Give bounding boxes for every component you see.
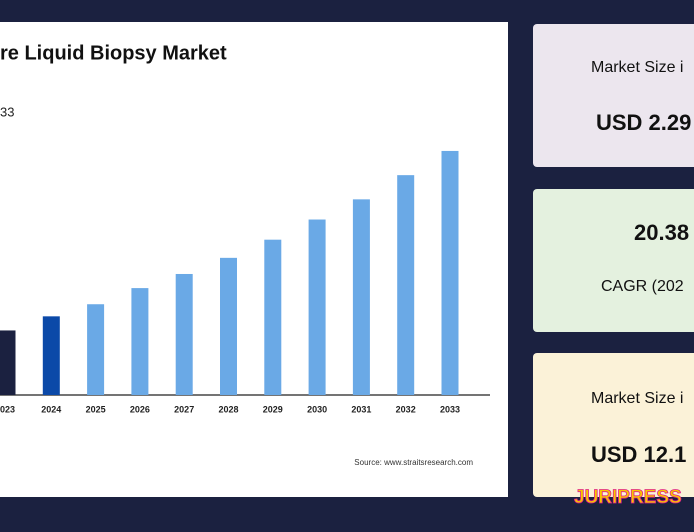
- x-tick-label: 2024: [41, 404, 61, 414]
- card-value: USD 2.29: [596, 110, 691, 135]
- x-tick-label: 2031: [351, 404, 371, 414]
- card-label: Market Size i: [591, 390, 683, 407]
- chart-panel: [0, 22, 508, 497]
- card: [533, 24, 694, 167]
- bar: [264, 239, 282, 395]
- card: [533, 353, 694, 497]
- bar: [308, 219, 326, 395]
- x-tick-label: 2027: [174, 404, 194, 414]
- bar: [0, 330, 16, 395]
- source: Source: www.straitsresearch.com: [354, 458, 473, 467]
- x-tick-label: 2029: [263, 404, 283, 414]
- bar: [397, 175, 415, 395]
- bar: [42, 316, 60, 395]
- card-label: Market Size i: [591, 59, 683, 76]
- x-tick-label: 2032: [396, 404, 416, 414]
- x-tick-label: 2028: [218, 404, 238, 414]
- card: [533, 189, 694, 332]
- card-value: 20.38: [634, 220, 689, 245]
- logo: JURIPRESS: [574, 487, 682, 508]
- bar: [220, 257, 237, 395]
- bar: [352, 199, 370, 395]
- bar: [131, 288, 149, 395]
- x-tick-label: 2026: [130, 404, 150, 414]
- chart-title: re Liquid Biopsy Market: [0, 42, 227, 64]
- x-tick-label: 2033: [440, 404, 460, 414]
- x-tick-label: 2025: [86, 404, 106, 414]
- bar: [87, 304, 105, 395]
- card-value: USD 12.1: [591, 442, 686, 467]
- x-tick-label: 023: [0, 404, 15, 414]
- chart-subtitle: 33: [0, 104, 14, 119]
- bar: [175, 273, 193, 395]
- x-tick-label: 2030: [307, 404, 327, 414]
- card-label: CAGR (202: [601, 278, 684, 295]
- bar: [441, 150, 459, 395]
